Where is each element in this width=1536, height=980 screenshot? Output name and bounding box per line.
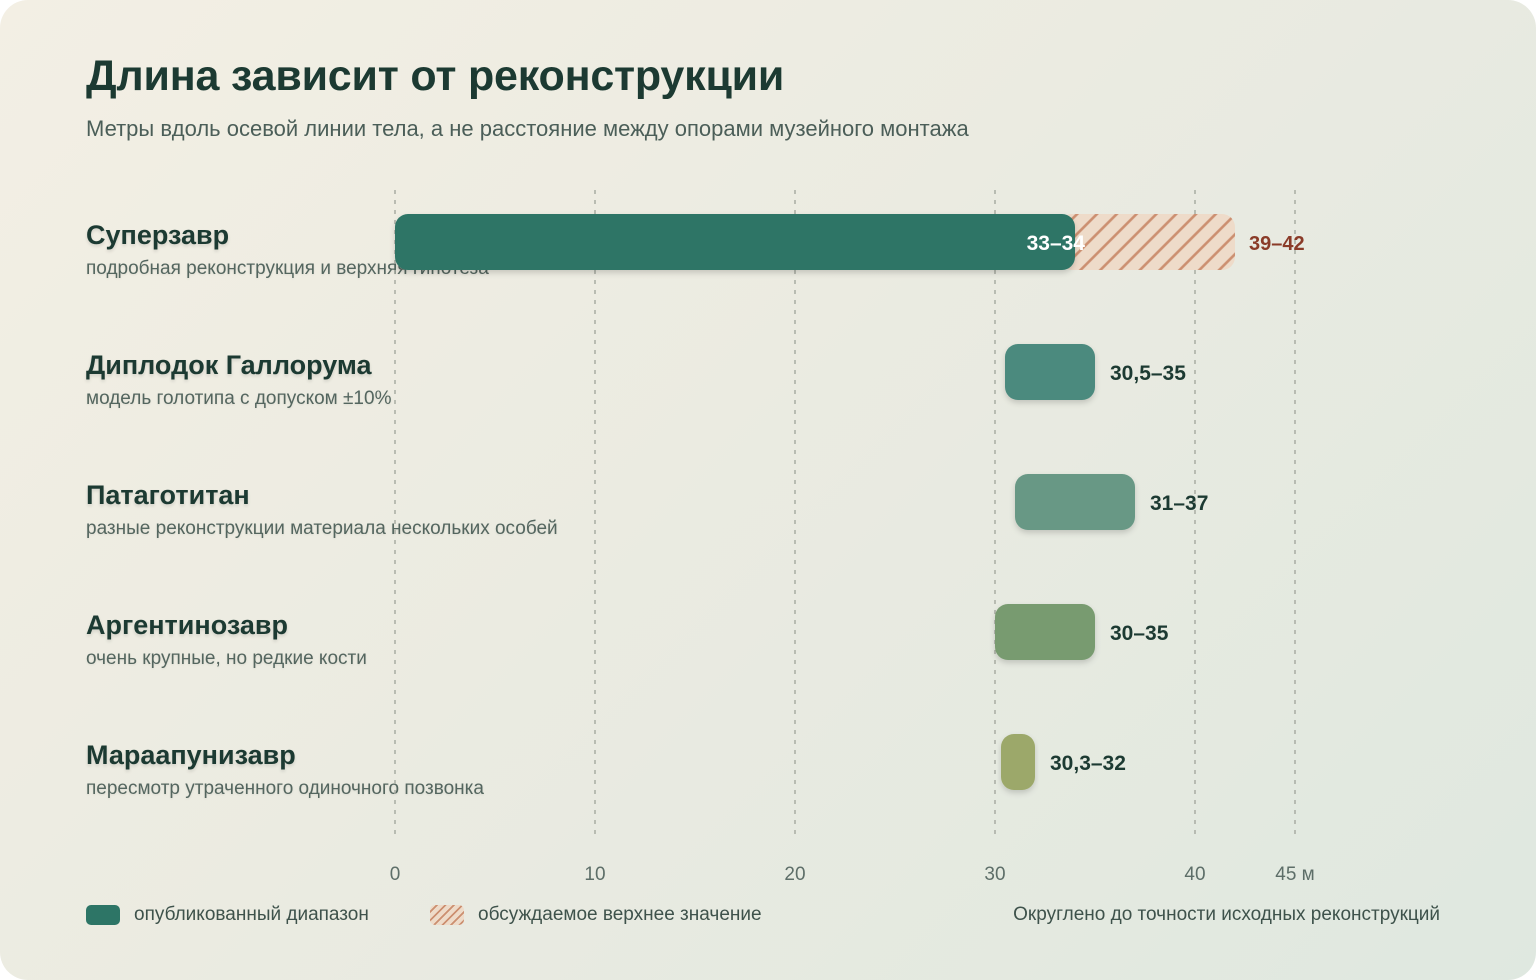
debated-label: 39–42	[1249, 233, 1305, 255]
chart-subtitle: Метры вдоль осевой линии тела, а не расс…	[86, 116, 969, 141]
legend-published-label: опубликованный диапазон	[134, 904, 369, 925]
x-tick-label: 40	[1184, 864, 1205, 885]
bar-group: 30–35	[995, 604, 1169, 660]
legend-published: опубликованный диапазон	[86, 904, 369, 926]
row-note: очень крупные, но редкие кости	[86, 648, 367, 669]
row-name: Мараапунизавр	[86, 740, 296, 770]
row-note: разные реконструкции материала нескольки…	[86, 518, 558, 539]
range-bar	[1015, 474, 1135, 530]
data-label: 33–34	[1027, 232, 1086, 255]
row-name: Суперзавр	[86, 220, 230, 250]
data-label: 31–37	[1150, 492, 1208, 515]
row-name: Диплодок Галлорума	[86, 350, 372, 380]
row-name: Патаготитан	[86, 480, 250, 510]
chart-title: Длина зависит от реконструкции	[86, 52, 785, 100]
data-label: 30–35	[1110, 622, 1169, 645]
debated-bar	[1059, 214, 1235, 270]
legend-debated: обсуждаемое верхнее значение	[430, 904, 762, 926]
x-tick-label: 10	[584, 864, 605, 885]
x-tick-label: 20	[784, 864, 805, 885]
legend-swatch-solid	[86, 905, 120, 925]
range-bar	[1005, 344, 1095, 400]
row-label-diplodocus: Диплодок Галлорума модель голотипа с доп…	[86, 350, 686, 410]
range-bar	[995, 604, 1095, 660]
x-tick-label: 0	[390, 864, 401, 885]
range-bar	[395, 214, 1075, 270]
row-label-patagotitan: Патаготитан разные реконструкции материа…	[86, 480, 686, 540]
bar-group: 33–34 39–42	[395, 214, 1305, 270]
row-name: Аргентинозавр	[86, 610, 288, 640]
range-bar	[1001, 734, 1035, 790]
x-tick-label: 45 м	[1275, 864, 1314, 885]
data-label: 30,3–32	[1050, 752, 1126, 775]
row-note: модель голотипа с допуском ±10%	[86, 388, 392, 409]
legend-debated-label: обсуждаемое верхнее значение	[478, 904, 762, 925]
row-label-argentinosaurus: Аргентинозавр очень крупные, но редкие к…	[86, 610, 686, 670]
bar-group: 30,3–32	[1001, 734, 1126, 790]
bar-group: 30,5–35	[1005, 344, 1186, 400]
row-label-maraapunisaurus: Мараапунизавр пересмотр утраченного один…	[86, 740, 686, 800]
x-tick-label: 30	[984, 864, 1005, 885]
footnote: Округлено до точности исходных реконстру…	[1013, 904, 1440, 925]
legend-swatch-hatch	[430, 905, 464, 925]
data-label: 30,5–35	[1110, 362, 1186, 385]
row-note: пересмотр утраченного одиночного позвонк…	[86, 778, 484, 799]
row-note: подробная реконструкция и верхняя гипоте…	[86, 258, 489, 279]
bar-group: 31–37	[1015, 474, 1208, 530]
row-label-superzavr: Суперзавр подробная реконструкция и верх…	[86, 220, 686, 280]
